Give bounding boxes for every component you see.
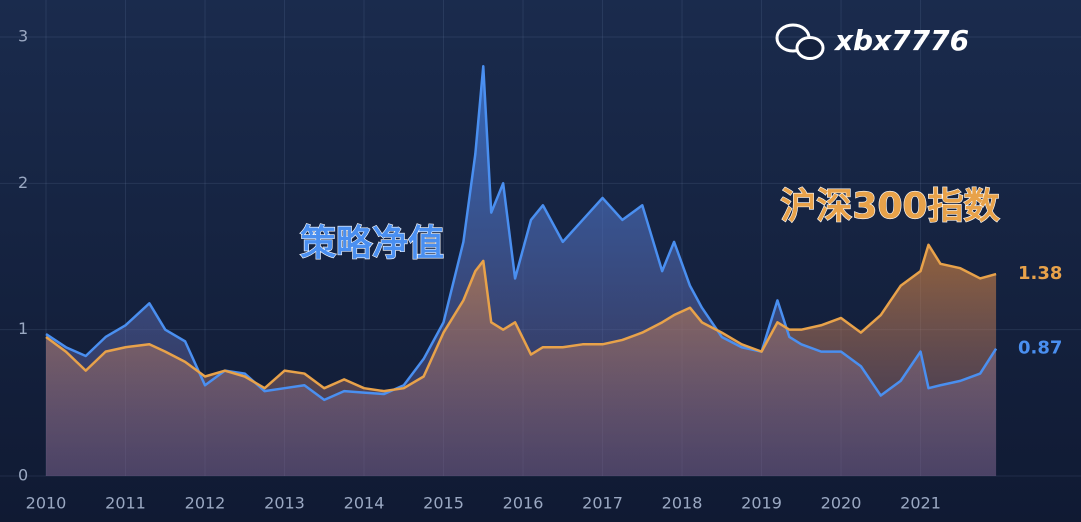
x-tick-label: 2021 xyxy=(900,494,941,513)
watermark: xbx7776 xyxy=(833,24,969,57)
x-tick-label: 2019 xyxy=(741,494,782,513)
y-tick-label: 0 xyxy=(18,466,28,485)
x-tick-label: 2012 xyxy=(185,494,226,513)
x-tick-label: 2014 xyxy=(344,494,385,513)
x-tick-label: 2020 xyxy=(821,494,862,513)
x-tick-label: 2018 xyxy=(662,494,703,513)
x-tick-label: 2013 xyxy=(264,494,305,513)
y-tick-label: 3 xyxy=(18,27,28,46)
end-value-label: 1.38 xyxy=(1018,263,1062,284)
series-label: 策略净值 xyxy=(300,223,444,264)
area xyxy=(46,244,997,476)
watermark-icon xyxy=(775,23,825,60)
x-tick-label: 2015 xyxy=(423,494,464,513)
series-label: 沪深300指数 xyxy=(780,186,999,227)
y-tick-label: 1 xyxy=(18,319,28,338)
x-tick-label: 2017 xyxy=(582,494,623,513)
x-tick-label: 2010 xyxy=(26,494,67,513)
line xyxy=(45,243,997,393)
end-value-label: 0.87 xyxy=(1018,338,1062,359)
y-tick-label: 2 xyxy=(18,173,28,192)
x-tick-label: 2016 xyxy=(503,494,544,513)
x-tick-label: 2011 xyxy=(105,494,146,513)
